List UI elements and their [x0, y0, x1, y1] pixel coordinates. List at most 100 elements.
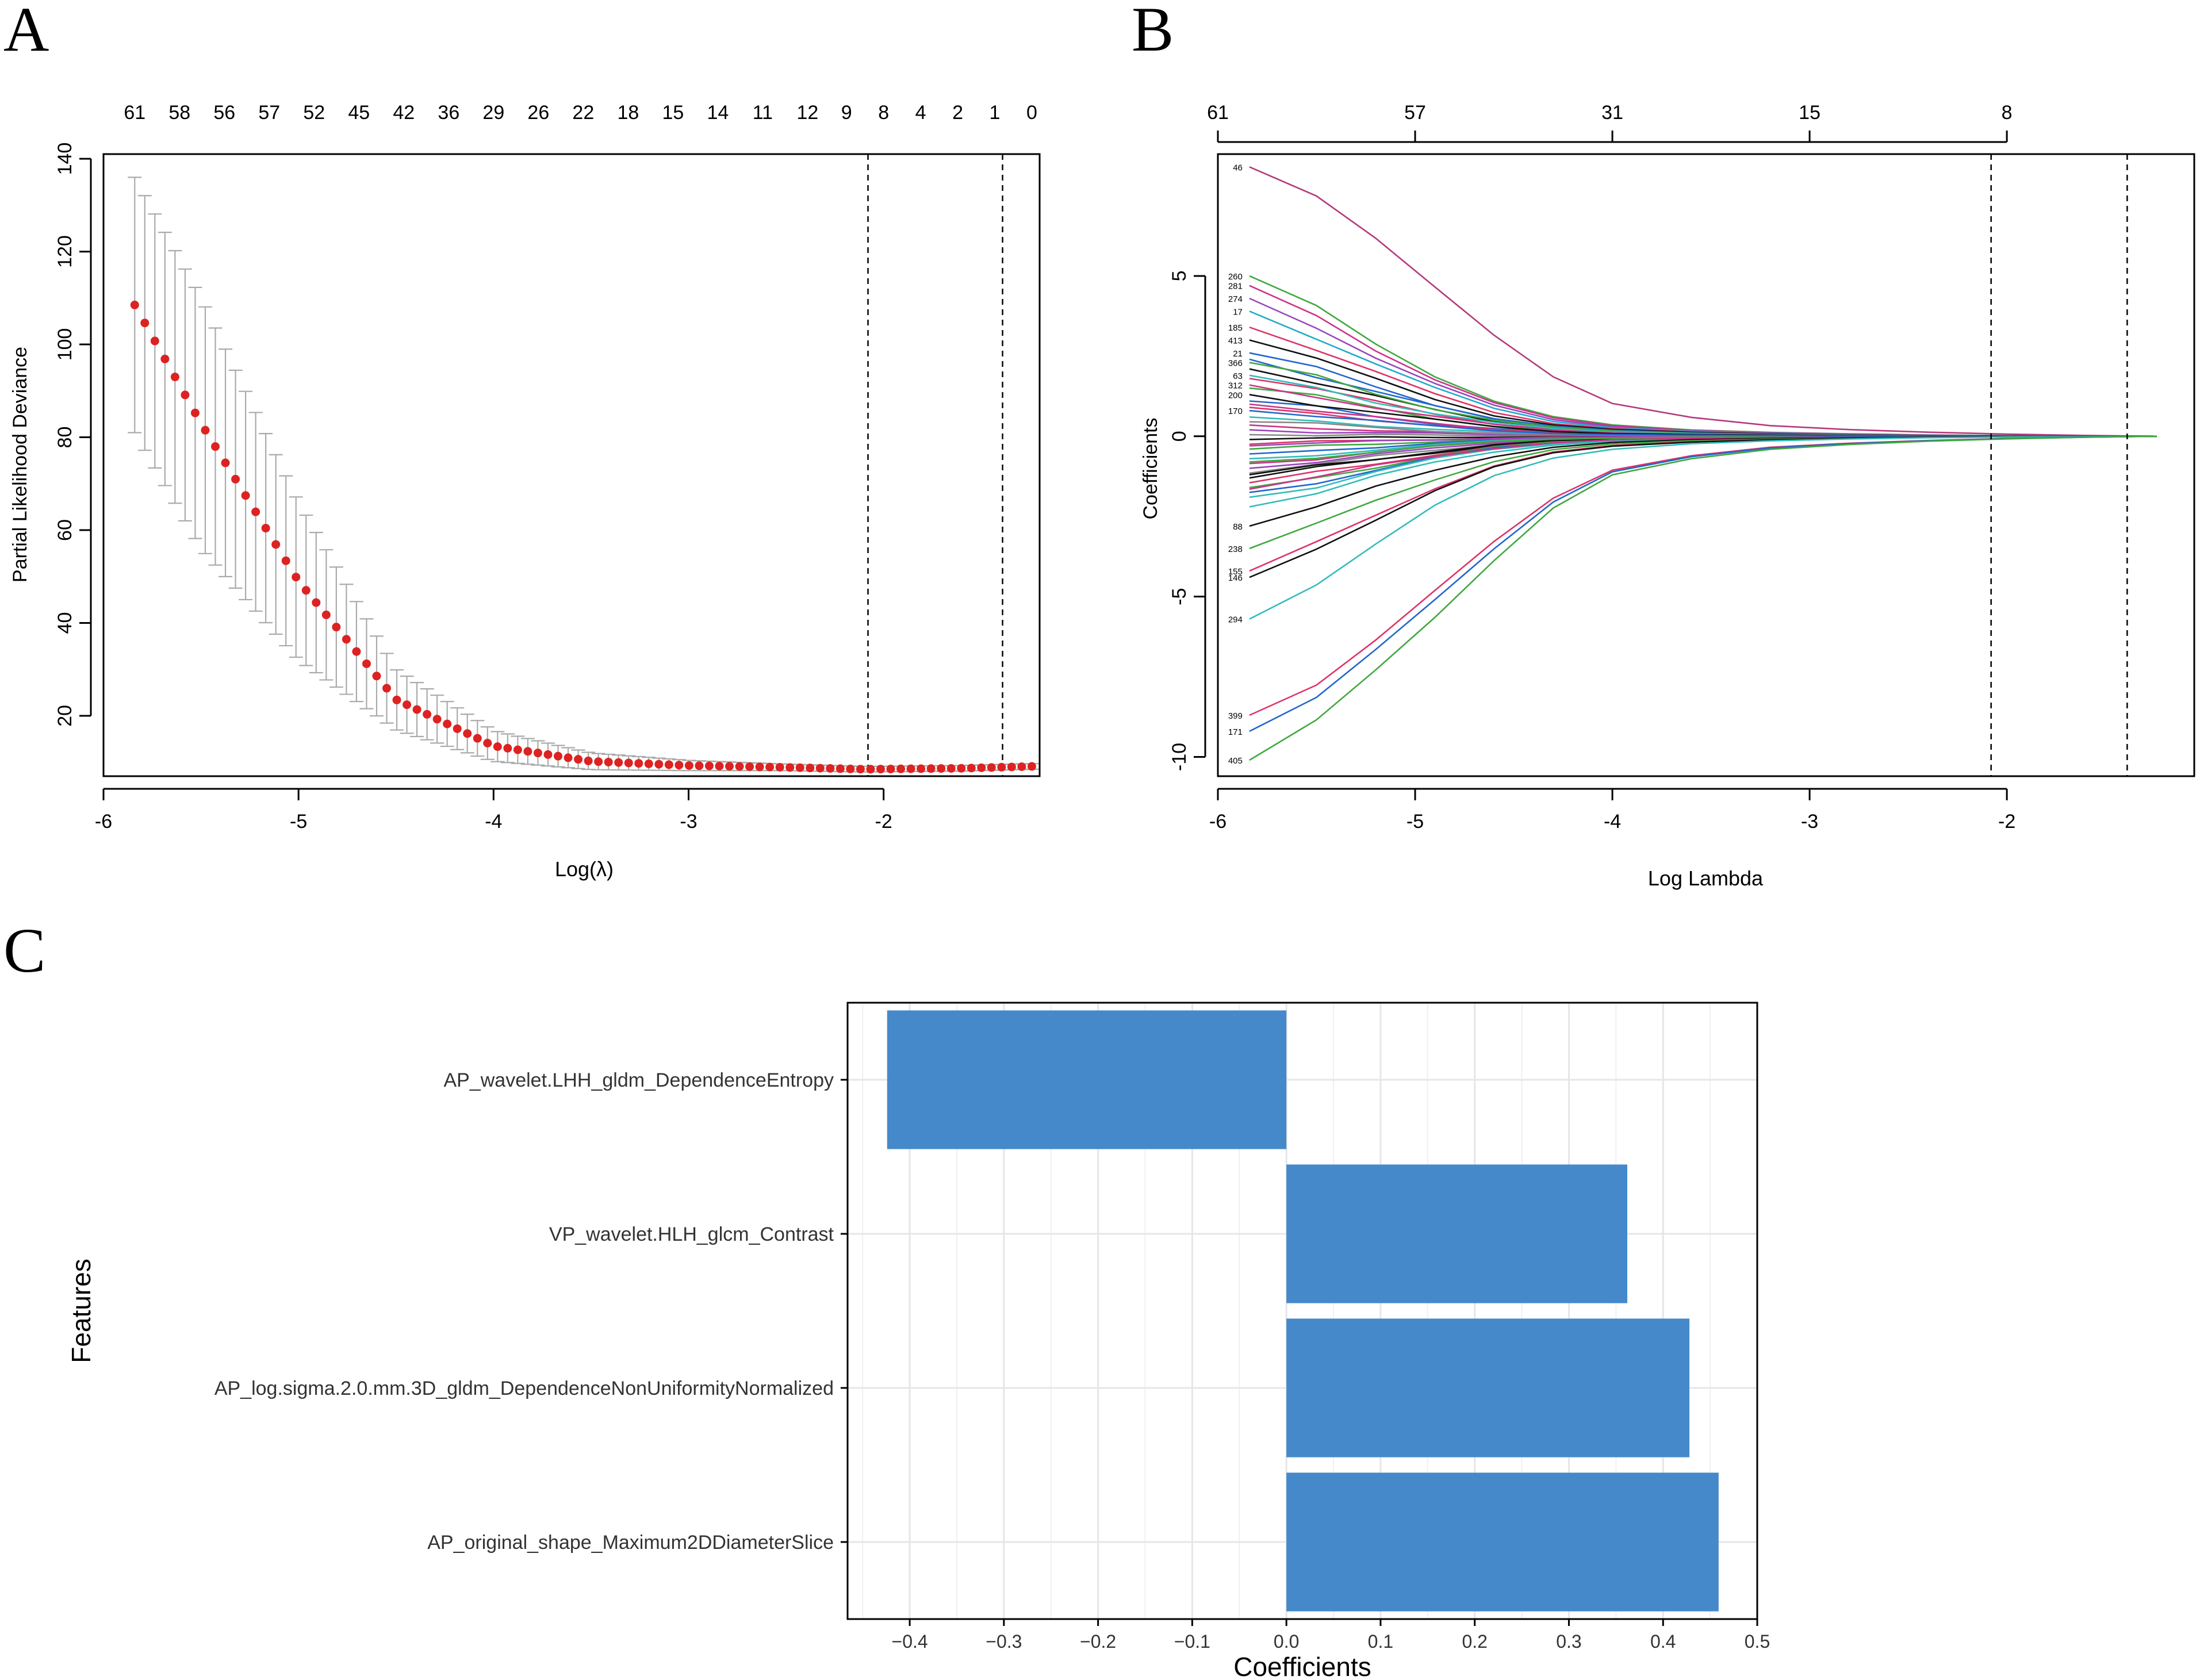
panel-a-point — [725, 762, 734, 771]
panel-a-top-axis: 61 58 56 57 52 45 42 36 29 26 22 18 15 14 11 12 9 8 4 2 1 0 — [124, 102, 1037, 124]
panel-a-error-bars — [128, 177, 1039, 773]
panel-b-path-label: 413 — [1228, 336, 1243, 346]
panel-b-y-label: Coefficients — [1140, 417, 1162, 519]
panel-b-path-label: 260 — [1228, 272, 1243, 282]
panel-a-letter: A — [3, 0, 49, 64]
panel-a-point — [271, 540, 281, 549]
panel-a-point — [574, 755, 583, 764]
panel-a-point — [443, 719, 452, 728]
panel-a-point — [684, 761, 693, 770]
panel-a-point — [201, 425, 210, 435]
panel-b-x-tick-label: -6 — [1209, 811, 1227, 833]
panel-a-point — [352, 647, 361, 656]
panel-b-coefficient-path — [1249, 435, 2157, 572]
panel-a-point — [432, 715, 442, 724]
panel-c-y-axis: AP_wavelet.LHH_gldm_DependenceEntropy VP_… — [214, 1069, 848, 1554]
panel-b-top-tick-label: 31 — [1601, 102, 1623, 124]
panel-b-y-tick-label: 5 — [1168, 270, 1190, 281]
panel-a-y-tick-label: 140 — [54, 143, 76, 175]
panel-a-point — [1017, 762, 1026, 772]
panel-b-coefficient-paths: 4626028127417185413213666331220017088238… — [1140, 102, 2195, 890]
panel-b-top-axis: 61 57 31 15 8 — [1207, 102, 2013, 143]
panel-a-point — [523, 747, 532, 756]
panel-a-point — [1027, 762, 1036, 771]
panel-b-x-tick-label: -4 — [1604, 811, 1621, 833]
panel-a-top-tick-label: 61 — [124, 102, 145, 124]
panel-a-y-axis: 20 40 60 80 100 120 140 — [54, 143, 92, 727]
panel-a-point — [634, 759, 643, 768]
panel-a-point — [473, 734, 482, 743]
panel-a-point — [715, 761, 724, 770]
panel-a-top-tick-label: 15 — [662, 102, 684, 124]
panel-c-category-label: AP_log.sigma.2.0.mm.3D_gldm_DependenceNo… — [214, 1378, 834, 1399]
panel-a-top-tick-label: 8 — [878, 102, 889, 124]
panel-a-y-tick-label: 60 — [54, 519, 76, 541]
panel-a-top-tick-label: 57 — [258, 102, 280, 124]
panel-a-y-tick-label: 120 — [54, 235, 76, 268]
panel-a-point — [312, 598, 321, 607]
panel-b-coefficient-path — [1249, 435, 2157, 716]
panel-a-point — [815, 764, 825, 773]
panel-a-point — [463, 729, 472, 738]
panel-c-category-label: VP_wavelet.HLH_glcm_Contrast — [549, 1223, 834, 1245]
panel-a-point — [846, 764, 855, 773]
panel-a-point — [533, 749, 542, 758]
panel-a-point — [886, 764, 895, 773]
panel-b-path-label: 294 — [1228, 615, 1243, 625]
panel-a-point — [301, 586, 311, 595]
panel-b-path-label: 274 — [1228, 294, 1243, 304]
panel-b-y-tick-label: -10 — [1168, 743, 1190, 771]
panel-b-x-tick-label: -2 — [1998, 811, 2015, 833]
panel-c-category-label: AP_wavelet.LHH_gldm_DependenceEntropy — [443, 1069, 834, 1091]
panel-b-top-tick-label: 61 — [1207, 102, 1229, 124]
panel-a-point — [704, 761, 714, 770]
panel-a-point — [493, 742, 502, 751]
panel-a-point — [674, 761, 684, 770]
panel-a-point — [423, 709, 432, 719]
panel-a-reference-lines — [867, 154, 1003, 776]
panel-a-point — [392, 695, 401, 704]
panel-a-point — [251, 507, 260, 516]
panel-c-x-tick-label: 0.0 — [1274, 1631, 1299, 1652]
panel-a-point — [795, 763, 804, 772]
panel-b-path-label: 63 — [1233, 371, 1243, 381]
panel-a-point — [554, 751, 563, 761]
panel-c-y-label: Features — [66, 1259, 96, 1363]
panel-a-point — [261, 524, 270, 533]
panel-a-point — [513, 745, 522, 754]
panel-a-point — [987, 763, 996, 772]
panel-b-coefficient-path — [1249, 435, 2157, 761]
panel-a-point — [604, 757, 613, 766]
panel-b-path-label: 146 — [1228, 573, 1243, 583]
panel-a-point — [543, 750, 553, 759]
panel-a-x-label: Log(λ) — [555, 857, 614, 881]
panel-b-plot-frame — [1217, 153, 2195, 777]
panel-b-coefficient-path — [1249, 362, 2157, 438]
panel-a-point — [362, 659, 371, 668]
panel-b-path-label: 405 — [1228, 756, 1243, 766]
panel-c-category-label: AP_original_shape_Maximum2DDiameterSlice — [427, 1532, 834, 1554]
panel-a-point — [483, 739, 492, 748]
panel-a-y-tick-label: 40 — [54, 612, 76, 634]
panel-a-point — [614, 758, 623, 767]
panel-b-y-axis: -10 -5 0 5 — [1168, 270, 1206, 771]
panel-a-point — [977, 763, 986, 772]
panel-a-point — [785, 763, 795, 772]
panel-a-top-tick-label: 18 — [617, 102, 639, 124]
panel-a-point — [190, 408, 200, 417]
panel-a-point — [896, 764, 906, 773]
panel-b-path-label: 312 — [1228, 381, 1243, 391]
panel-c-feature-coefficients: AP_wavelet.LHH_gldm_DependenceEntropy VP_… — [66, 1002, 1770, 1680]
panel-b-path-label: 366 — [1228, 359, 1243, 369]
panel-b-paths — [1249, 166, 2157, 761]
panel-b-top-tick-label: 15 — [1799, 102, 1820, 124]
panel-c-x-axis: −0.4 −0.3 −0.2 −0.1 0.0 0.1 0.2 0.3 0.4 0.5 — [892, 1619, 1770, 1652]
panel-c-x-tick-label: 0.1 — [1368, 1631, 1393, 1652]
panel-a-point — [917, 764, 926, 773]
panel-b-path-label: 88 — [1233, 522, 1243, 532]
panel-a-point — [775, 762, 784, 772]
panel-a-point — [372, 672, 381, 681]
panel-c-bar — [1286, 1472, 1719, 1612]
